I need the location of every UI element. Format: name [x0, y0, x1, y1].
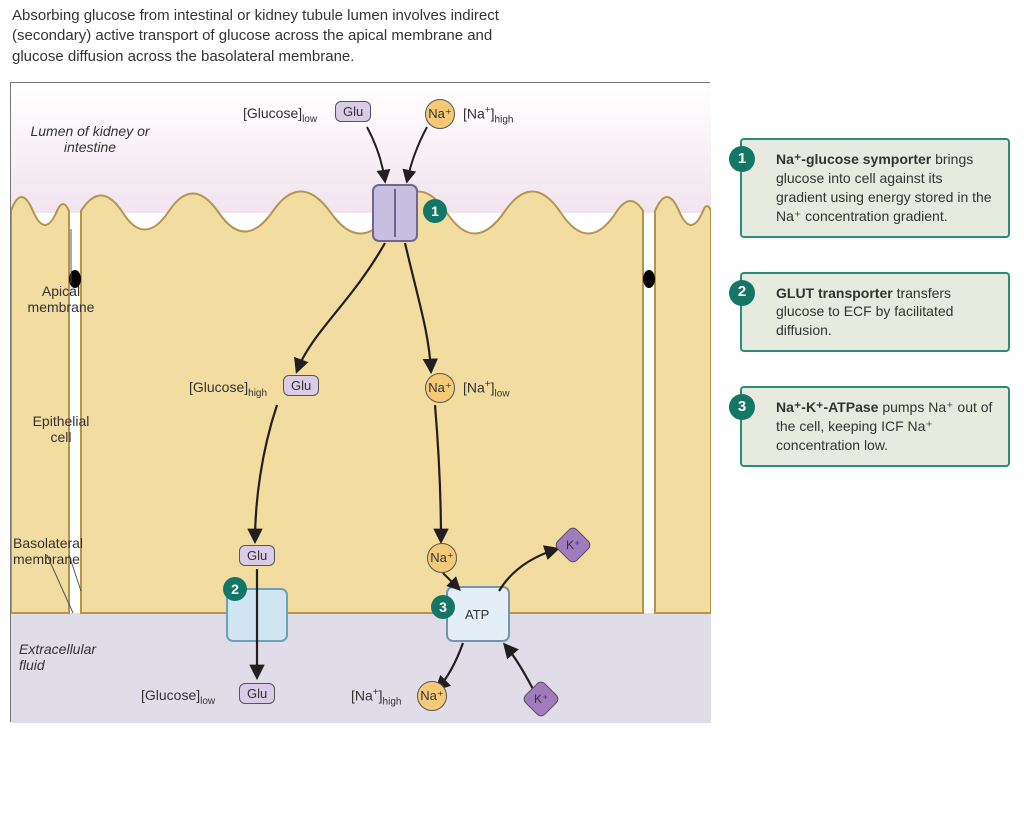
- token-na-top: Na⁺: [425, 99, 455, 129]
- legend-num-3: 3: [729, 394, 755, 420]
- label-apical: Apical membrane: [21, 283, 101, 315]
- legend-card-2: 2 GLUT transporter transfers glucose to …: [740, 272, 1010, 353]
- diagram-title: Absorbing glucose from intestinal or kid…: [12, 6, 532, 67]
- label-glucose-high-mid: [Glucose]high: [189, 379, 267, 399]
- token-na-ecf: Na⁺: [417, 681, 447, 711]
- label-atp: ATP: [465, 607, 489, 622]
- legend-num-1: 1: [729, 146, 755, 172]
- label-lumen: Lumen of kidney or intestine: [25, 123, 155, 155]
- legend-card-3: 3 Na⁺-K⁺-ATPase pumps Na⁺ out of the cel…: [740, 386, 1010, 467]
- label-cell: Epithelial cell: [21, 413, 101, 445]
- token-na-baso: Na⁺: [427, 543, 457, 573]
- diagram-svg: [11, 83, 711, 723]
- token-na-mid: Na⁺: [425, 373, 455, 403]
- diagram-canvas: Lumen of kidney or intestine Apical memb…: [10, 82, 710, 722]
- token-glu-ecf: Glu: [239, 683, 275, 704]
- legend-card-1: 1 Na⁺-glucose symporter brings glucose i…: [740, 138, 1010, 238]
- badge-3: 3: [431, 595, 455, 619]
- label-na-high-top: [Na+]high: [463, 105, 513, 125]
- legend: 1 Na⁺-glucose symporter brings glucose i…: [740, 138, 1010, 501]
- label-na-low-mid: [Na+]low: [463, 379, 510, 399]
- token-glu-mid: Glu: [283, 375, 319, 396]
- label-basolateral: Basolateral membrane: [13, 535, 103, 567]
- badge-1: 1: [423, 199, 447, 223]
- legend-num-2: 2: [729, 280, 755, 306]
- badge-2: 2: [223, 577, 247, 601]
- label-glucose-low-bot: [Glucose]low: [141, 687, 215, 707]
- token-glu-baso: Glu: [239, 545, 275, 566]
- token-glu-top: Glu: [335, 101, 371, 122]
- label-na-high-bot: [Na+]high: [351, 687, 401, 707]
- label-ecf: Extracellular fluid: [19, 641, 119, 673]
- label-glucose-low-top: [Glucose]low: [243, 105, 317, 125]
